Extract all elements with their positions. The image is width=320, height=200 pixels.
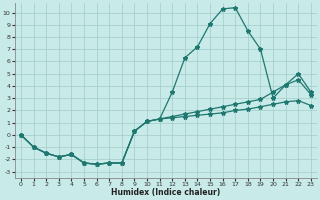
X-axis label: Humidex (Indice chaleur): Humidex (Indice chaleur) xyxy=(111,188,220,197)
